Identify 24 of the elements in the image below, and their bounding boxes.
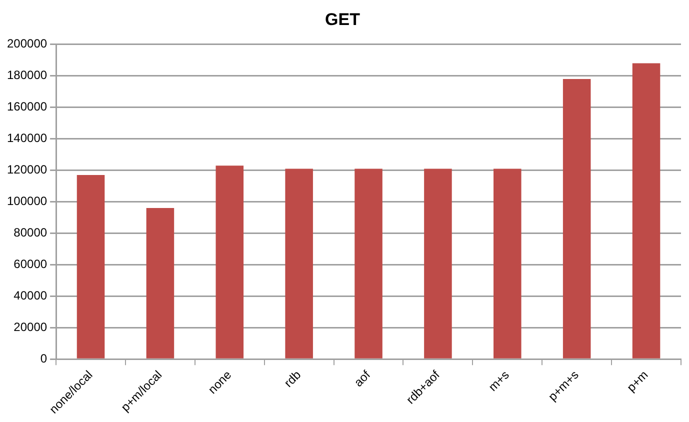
y-tick-label: 0: [40, 351, 48, 366]
bar: [632, 63, 660, 358]
x-tick-label: rdb: [281, 368, 304, 390]
y-tick-label: 120000: [6, 162, 48, 177]
bar: [354, 168, 382, 358]
y-tick-label: 180000: [6, 68, 48, 82]
y-tick-label: 80000: [14, 226, 48, 240]
y-tick-label: 40000: [14, 288, 48, 302]
bar: [424, 168, 452, 358]
y-tick-label: 160000: [6, 100, 48, 114]
x-tick-label: m+s: [486, 368, 512, 394]
chart-title: GET: [325, 10, 361, 29]
y-tick-label: 140000: [6, 131, 48, 146]
y-tick-label: 200000: [6, 36, 48, 51]
y-tick-label: 100000: [6, 194, 48, 208]
bar: [146, 208, 174, 358]
bar: [494, 168, 522, 358]
bar: [216, 166, 244, 358]
x-tick-label: aof: [351, 367, 374, 390]
bar: [285, 168, 313, 358]
y-tick-label: 60000: [14, 257, 48, 272]
y-tick-label: 20000: [14, 320, 48, 334]
bar: [562, 79, 591, 358]
bar: [76, 175, 105, 358]
